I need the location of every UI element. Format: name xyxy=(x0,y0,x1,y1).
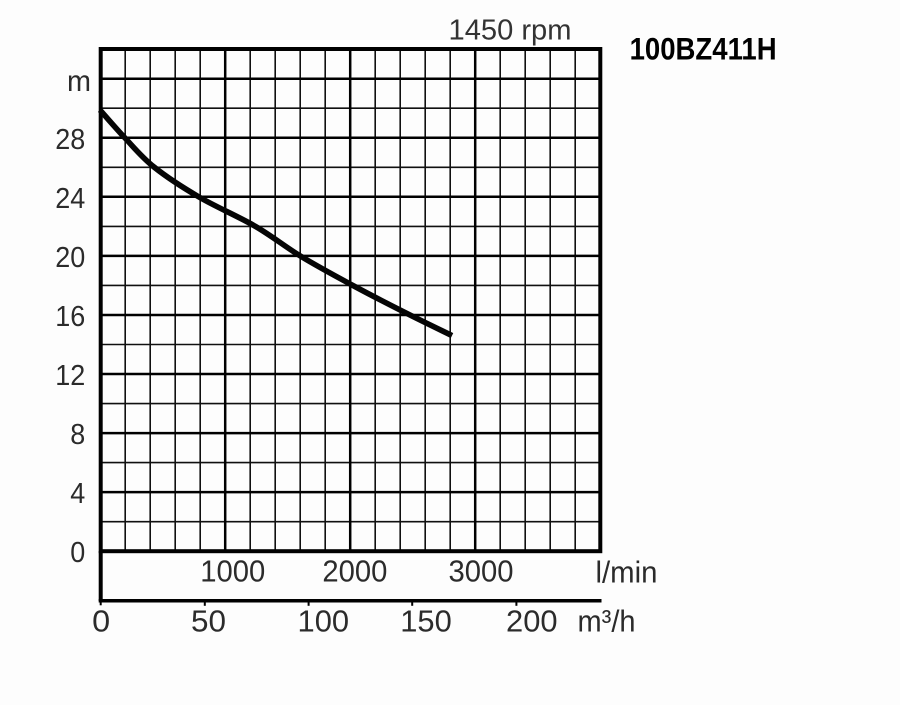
svg-text:200: 200 xyxy=(506,605,558,639)
svg-text:100: 100 xyxy=(298,605,350,639)
svg-text:150: 150 xyxy=(400,605,452,639)
svg-text:20: 20 xyxy=(55,242,85,274)
svg-text:0: 0 xyxy=(70,537,85,569)
svg-text:3000: 3000 xyxy=(449,554,514,588)
svg-text:8: 8 xyxy=(70,419,85,451)
svg-text:28: 28 xyxy=(55,124,85,156)
svg-text:m³/h: m³/h xyxy=(578,605,636,639)
svg-text:16: 16 xyxy=(55,301,85,333)
svg-text:4: 4 xyxy=(70,478,85,510)
svg-text:1000: 1000 xyxy=(200,554,265,588)
svg-text:l/min: l/min xyxy=(596,556,658,590)
svg-text:100BZ411H: 100BZ411H xyxy=(630,31,777,67)
svg-text:1450 rpm: 1450 rpm xyxy=(449,14,572,46)
svg-text:50: 50 xyxy=(191,605,226,639)
svg-text:2000: 2000 xyxy=(322,554,387,588)
svg-text:12: 12 xyxy=(55,360,85,392)
svg-text:0: 0 xyxy=(92,605,110,639)
svg-text:24: 24 xyxy=(55,183,85,215)
svg-text:m: m xyxy=(67,65,91,98)
